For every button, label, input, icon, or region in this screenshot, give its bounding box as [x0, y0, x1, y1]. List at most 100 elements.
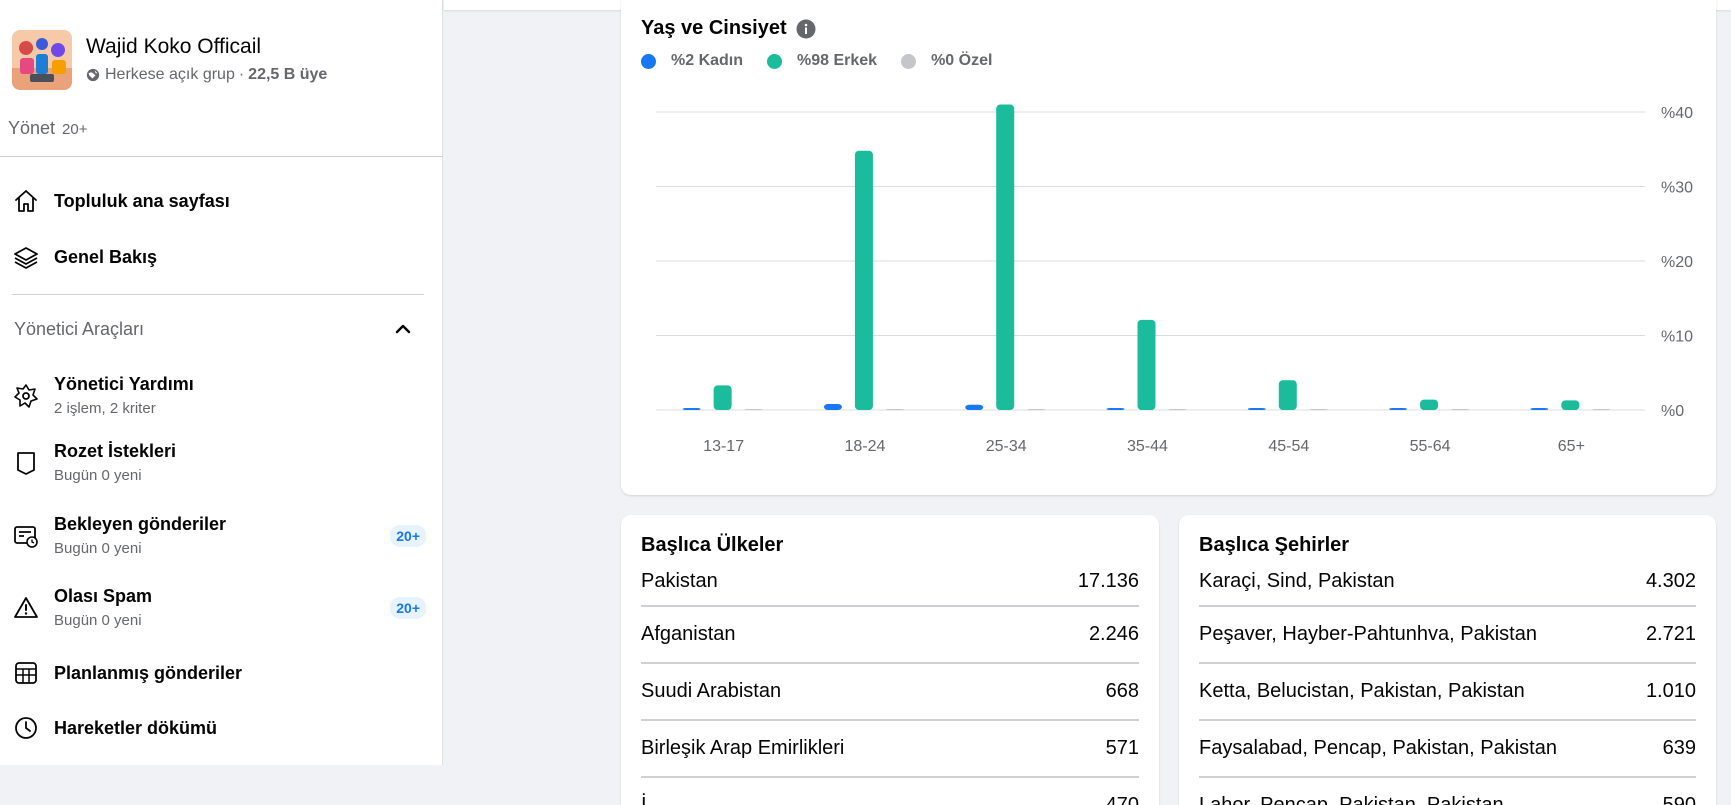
nav-overview[interactable]: Genel Bakış: [12, 243, 426, 271]
layers-icon: [12, 243, 40, 271]
nav-scheduled-posts[interactable]: Planlanmış gönderiler: [12, 659, 426, 687]
group-meta: Herkese açık grup · 22,5 B üye: [86, 64, 327, 86]
legend-dot-female: [641, 53, 656, 69]
legend-item-custom: %0 Özel: [901, 52, 992, 70]
nav-home-label: Topluluk ana sayfası: [54, 191, 230, 211]
y-tick-label: %10: [1661, 329, 1693, 346]
nav-admin-assist-label: Yönetici Yardımı: [54, 374, 194, 394]
country-value: 2.246: [1088, 623, 1139, 645]
bar-female: [682, 408, 701, 410]
city-name: Lahor, Pencap, Pakistan, Pakistan: [1199, 794, 1504, 805]
country-name: Afganistan: [641, 623, 736, 645]
bar-female: [1247, 408, 1266, 410]
bar-custom: [1592, 409, 1611, 410]
bar-male: [1561, 400, 1580, 410]
bar-custom: [1451, 409, 1470, 410]
city-name: Ketta, Belucistan, Pakistan, Pakistan: [1199, 680, 1525, 702]
bar-female: [965, 404, 984, 410]
city-value: 4.302: [1645, 570, 1696, 592]
city-row: Peşaver, Hayber-Pahtunhva, Pakistan 2.721: [1199, 607, 1696, 664]
city-value: 639: [1662, 737, 1696, 759]
chart-legend: %2 Kadın %98 Erkek %0 Özel: [641, 52, 1016, 70]
nav-pending-posts-sub: Bugün 0 yeni: [54, 540, 142, 557]
globe-icon: [86, 68, 100, 82]
x-tick-label: 35-44: [1127, 438, 1168, 455]
country-row: Afganistan 2.246: [641, 607, 1139, 664]
badge-icon: [12, 449, 40, 477]
legend-label-female: %2 Kadın: [671, 52, 744, 69]
city-row: Ketta, Belucistan, Pakistan, Pakistan 1.0…: [1199, 664, 1696, 721]
cities-list: Karaçi, Sind, Pakistan 4.302 Peşaver, Hayb…: [1199, 567, 1696, 805]
age-gender-card: Yaş ve Cinsiyet %2 Kadın %98 Erkek %0 Öz…: [621, 0, 1716, 495]
legend-dot-custom: [901, 53, 917, 69]
x-tick-label: 13-17: [703, 438, 744, 455]
x-tick-label: 65+: [1558, 438, 1585, 455]
city-row: Karaçi, Sind, Pakistan 4.302: [1199, 567, 1696, 607]
nav-potential-spam[interactable]: Olası Spam Bugün 0 yeni 20+: [12, 584, 426, 631]
age-gender-chart: %0 %10 %20 %30 %40 13-17 18-24 25-34 35-44 45-54 5…: [656, 104, 1693, 455]
country-row: Pakistan 17.136: [641, 567, 1139, 607]
bar-custom: [1027, 409, 1046, 410]
group-name[interactable]: Wajid Koko Officail: [86, 35, 262, 58]
admin-tools-title: Yönetici Araçları: [14, 318, 145, 339]
clock-icon: [12, 714, 40, 742]
bar-custom: [744, 409, 763, 410]
bar-custom: [885, 409, 904, 410]
nav-scheduled-posts-label: Planlanmış gönderiler: [54, 663, 243, 683]
divider: [0, 156, 443, 157]
city-row: Lahor, Pencap, Pakistan, Pakistan 590: [1199, 778, 1696, 805]
country-row: Birleşik Arap Emirlikleri 571: [641, 721, 1139, 778]
chart-title: Yaş ve Cinsiyet: [641, 17, 787, 39]
nav-badge-requests-label: Rozet İstekleri: [54, 441, 177, 461]
admin-assist-icon: [12, 382, 40, 410]
countries-list: Pakistan 17.136 Afganistan 2.246 Suudi Arabi…: [641, 567, 1139, 805]
nav-admin-assist-sub: 2 işlem, 2 kriter: [54, 400, 156, 417]
country-name: Birleşik Arap Emirlikleri: [641, 737, 845, 759]
warning-icon: [12, 594, 40, 622]
legend-item-female: %2 Kadın: [641, 52, 743, 70]
home-icon: [12, 187, 40, 215]
bar-custom: [1168, 409, 1187, 410]
country-row: İ 470: [641, 778, 1139, 805]
pending-posts-icon: [12, 522, 40, 550]
nav-admin-assist[interactable]: Yönetici Yardımı 2 işlem, 2 kriter: [12, 372, 426, 419]
country-row: Suudi Arabistan 668: [641, 664, 1139, 721]
info-icon[interactable]: [796, 19, 816, 39]
city-name: Faysalabad, Pencap, Pakistan, Pakistan: [1199, 737, 1557, 759]
cities-title: Başlıca Şehirler: [1199, 534, 1350, 556]
sidebar-bottom: [0, 765, 443, 805]
city-value: 1.010: [1645, 680, 1696, 702]
calendar-grid-icon: [12, 659, 40, 687]
admin-sidebar: Wajid Koko Officail Herkese açık grup · …: [0, 0, 443, 805]
group-privacy: Herkese açık grup: [105, 66, 235, 83]
nav-community-home[interactable]: Topluluk ana sayfası: [12, 187, 426, 215]
x-tick-label: 18-24: [844, 438, 885, 455]
country-value: 17.136: [1077, 570, 1139, 592]
y-tick-label: %40: [1661, 105, 1693, 122]
group-header[interactable]: Wajid Koko Officail Herkese açık grup · …: [12, 30, 327, 90]
chart-header: Yaş ve Cinsiyet: [641, 17, 816, 40]
x-tick-label: 25-34: [986, 438, 1027, 455]
legend-item-male: %98 Erkek: [767, 52, 877, 70]
nav-pending-posts-label: Bekleyen gönderiler: [54, 514, 227, 534]
countries-title: Başlıca Ülkeler: [641, 534, 784, 556]
nav-pending-posts[interactable]: Bekleyen gönderiler Bugün 0 yeni 20+: [12, 512, 426, 559]
top-cities-card: Başlıca Şehirler Karaçi, Sind, Pakistan 4…: [1179, 515, 1716, 805]
chevron-up-icon[interactable]: [392, 318, 414, 340]
y-tick-label: %20: [1661, 254, 1693, 271]
manage-header: Yönet 20+: [8, 118, 88, 139]
nav-activity-log-label: Hareketler dökümü: [54, 718, 218, 738]
country-name: Suudi Arabistan: [641, 680, 782, 702]
member-count[interactable]: 22,5 B üye: [248, 66, 328, 83]
bar-custom: [1309, 409, 1328, 410]
nav-activity-log[interactable]: Hareketler dökümü: [12, 714, 426, 742]
bar-male: [713, 385, 732, 410]
country-value: 571: [1105, 737, 1139, 759]
nav-overview-label: Genel Bakış: [54, 247, 158, 267]
nav-badge-requests-sub: Bugün 0 yeni: [54, 467, 142, 484]
nav-badge-requests[interactable]: Rozet İstekleri Bugün 0 yeni: [12, 439, 426, 486]
bar-female: [1389, 408, 1408, 410]
admin-tools-header[interactable]: Yönetici Araçları: [14, 318, 414, 340]
potential-spam-badge: 20+: [390, 596, 426, 619]
group-avatar[interactable]: [12, 30, 72, 90]
